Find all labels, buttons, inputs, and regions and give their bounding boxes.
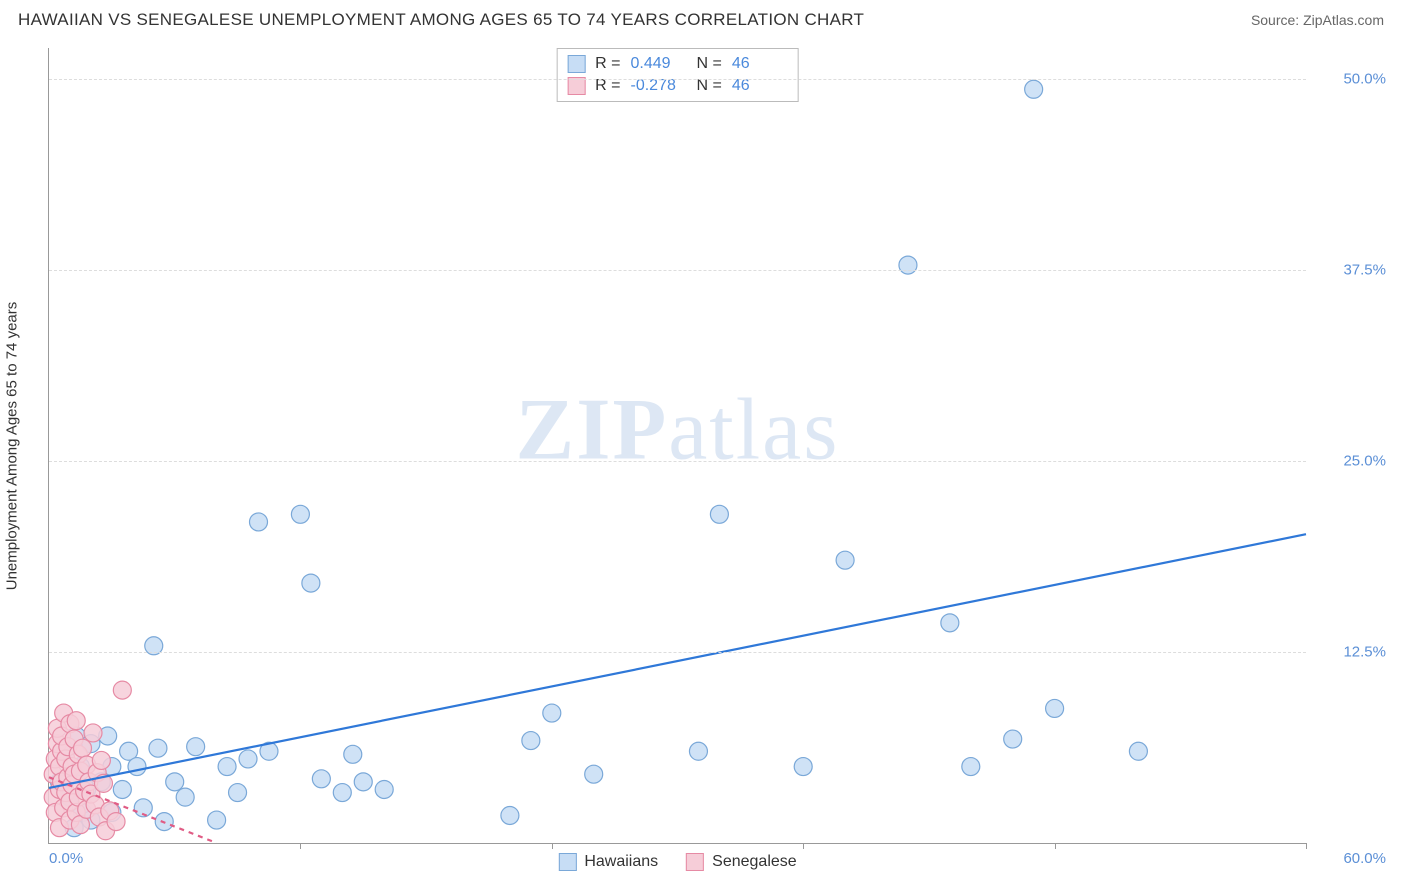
legend-item-hawaiians: Hawaiians	[558, 853, 658, 871]
legend-label-senegalese: Senegalese	[712, 853, 797, 871]
data-point	[107, 813, 125, 831]
source-prefix: Source:	[1251, 12, 1303, 28]
gridline	[49, 652, 1306, 653]
data-point	[302, 574, 320, 592]
data-point	[113, 780, 131, 798]
data-point	[1025, 80, 1043, 98]
legend-item-senegalese: Senegalese	[686, 853, 797, 871]
data-point	[375, 780, 393, 798]
data-point	[1129, 742, 1147, 760]
data-point	[208, 811, 226, 829]
data-point	[67, 712, 85, 730]
source-attribution: Source: ZipAtlas.com	[1251, 12, 1384, 28]
data-point	[239, 750, 257, 768]
x-tick	[803, 843, 804, 849]
scatter-svg	[49, 48, 1306, 843]
data-point	[128, 758, 146, 776]
y-tick-label: 50.0%	[1316, 70, 1386, 87]
data-point	[836, 551, 854, 569]
data-point	[176, 788, 194, 806]
y-tick-label: 37.5%	[1316, 261, 1386, 278]
x-tick	[300, 843, 301, 849]
data-point	[899, 256, 917, 274]
data-point	[113, 681, 131, 699]
gridline	[49, 461, 1306, 462]
data-point	[1004, 730, 1022, 748]
data-point	[229, 784, 247, 802]
data-point	[689, 742, 707, 760]
data-point	[794, 758, 812, 776]
data-point	[250, 513, 268, 531]
chart-title: HAWAIIAN VS SENEGALESE UNEMPLOYMENT AMON…	[18, 10, 864, 30]
data-point	[312, 770, 330, 788]
data-point	[1046, 699, 1064, 717]
data-point	[585, 765, 603, 783]
x-tick	[1306, 843, 1307, 849]
data-point	[501, 806, 519, 824]
data-point	[218, 758, 236, 776]
y-tick-label: 25.0%	[1316, 452, 1386, 469]
x-tick	[1055, 843, 1056, 849]
x-tick	[552, 843, 553, 849]
data-point	[941, 614, 959, 632]
legend-label-hawaiians: Hawaiians	[584, 853, 658, 871]
data-point	[149, 739, 167, 757]
y-tick-label: 12.5%	[1316, 643, 1386, 660]
legend-swatch-senegalese	[686, 853, 704, 871]
data-point	[333, 784, 351, 802]
data-point	[543, 704, 561, 722]
data-point	[74, 739, 92, 757]
legend-swatch-hawaiians	[558, 853, 576, 871]
series-legend: Hawaiians Senegalese	[558, 853, 796, 871]
gridline	[49, 270, 1306, 271]
data-point	[710, 505, 728, 523]
gridline	[49, 79, 1306, 80]
data-point	[962, 758, 980, 776]
data-point	[291, 505, 309, 523]
x-axis-max-label: 60.0%	[1343, 850, 1386, 867]
data-point	[187, 738, 205, 756]
x-axis-min-label: 0.0%	[49, 850, 83, 867]
trend-line	[49, 534, 1306, 788]
data-point	[354, 773, 372, 791]
data-point	[84, 724, 102, 742]
data-point	[344, 745, 362, 763]
y-axis-label: Unemployment Among Ages 65 to 74 years	[4, 302, 21, 591]
source-link[interactable]: ZipAtlas.com	[1303, 12, 1384, 28]
data-point	[92, 751, 110, 769]
data-point	[166, 773, 184, 791]
data-point	[522, 732, 540, 750]
chart-plot-area: ZIPatlas R = 0.449 N = 46 R = -0.278 N =…	[48, 48, 1306, 844]
